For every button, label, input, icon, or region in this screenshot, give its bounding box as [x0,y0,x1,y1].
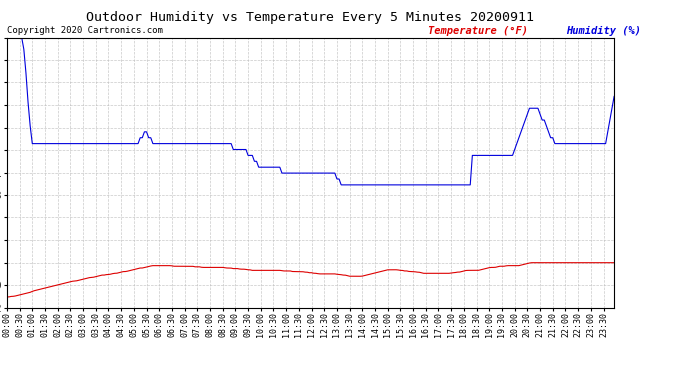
Text: Humidity (%): Humidity (%) [566,26,641,36]
Text: Copyright 2020 Cartronics.com: Copyright 2020 Cartronics.com [7,26,163,35]
Text: Outdoor Humidity vs Temperature Every 5 Minutes 20200911: Outdoor Humidity vs Temperature Every 5 … [86,11,535,24]
Text: Temperature (°F): Temperature (°F) [428,26,528,36]
